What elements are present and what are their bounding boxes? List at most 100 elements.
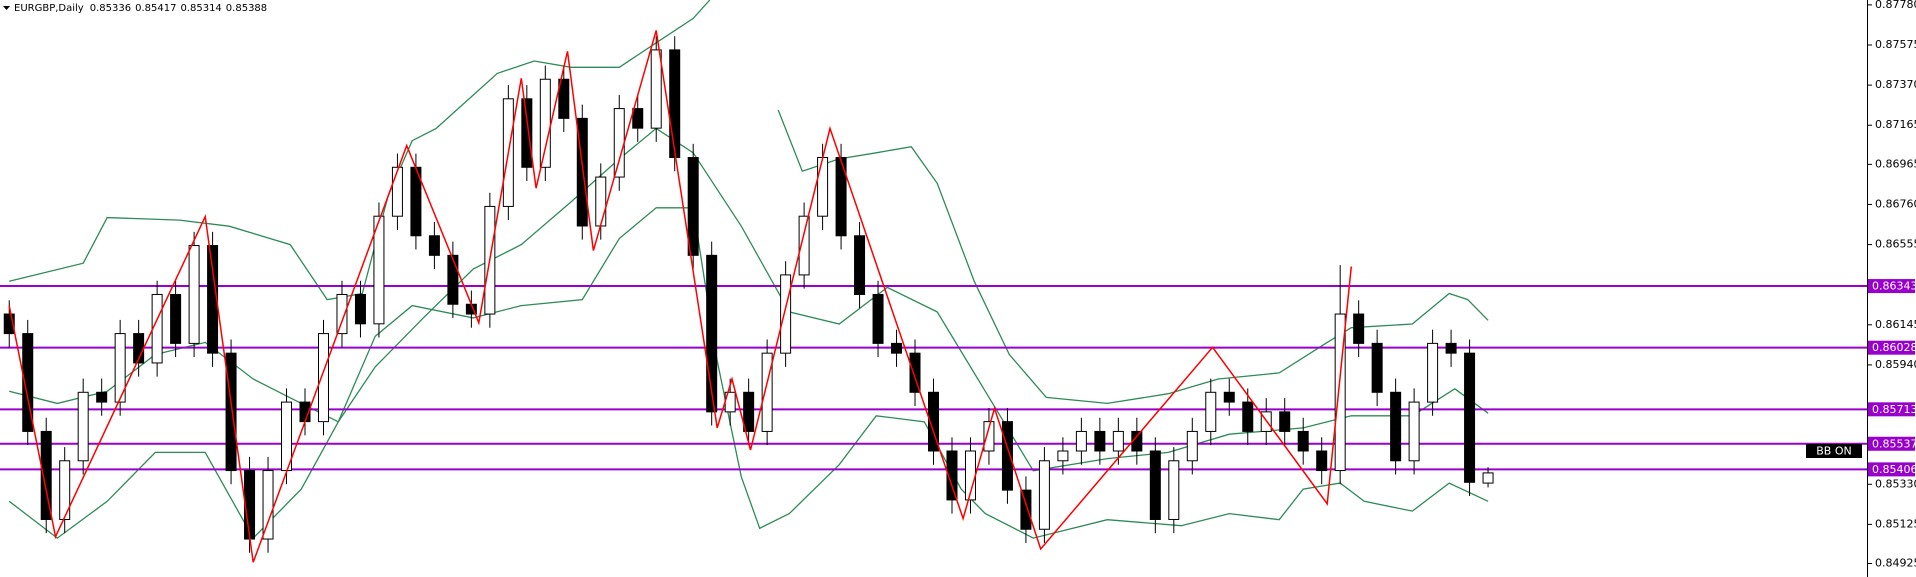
candle-body (1186, 430, 1198, 462)
candle-body (244, 470, 256, 540)
level-label: 0.85406 (1872, 463, 1916, 476)
candle-body (170, 293, 182, 344)
candle-body (1316, 450, 1328, 472)
candle-body (3, 313, 15, 335)
level-label: 0.86343 (1872, 280, 1916, 293)
candle-body (1482, 472, 1494, 484)
candle-body (1149, 450, 1161, 520)
candle-body (1464, 352, 1476, 483)
candle-body (1168, 460, 1180, 520)
y-tick-label: 0.87780 (1875, 0, 1916, 11)
candle-body (576, 117, 588, 227)
header-open: 0.85336 (90, 3, 131, 14)
candle-body (1371, 342, 1383, 393)
candle-body (1112, 430, 1124, 452)
candle-body (428, 235, 440, 256)
y-tick-label: 0.87165 (1875, 118, 1916, 131)
y-tick-label: 0.86965 (1875, 157, 1916, 170)
candle-body (336, 293, 348, 335)
candle-body (151, 293, 163, 364)
candle-body (1353, 313, 1365, 344)
symbol-menu-arrow[interactable] (3, 6, 10, 10)
candle-body (1390, 391, 1402, 462)
candle-body (687, 157, 699, 256)
candle-body (891, 342, 903, 354)
bb-badge: BB ON (1816, 445, 1851, 458)
candle-body (835, 157, 847, 237)
candle-body (1297, 430, 1309, 452)
candle-body (391, 166, 403, 217)
candle-body (77, 391, 89, 462)
candle-body (1075, 430, 1087, 452)
candle-body (1427, 342, 1439, 403)
y-tick-label: 0.84925 (1875, 556, 1916, 569)
y-tick-label: 0.85330 (1875, 477, 1916, 490)
candle-body (854, 235, 866, 295)
candle-body (1445, 342, 1457, 354)
candle-body (1057, 450, 1069, 462)
candle-body (743, 391, 755, 432)
symbol-header: EURGBP,Daily 0.85336 0.85417 0.85314 0.85388 (14, 3, 267, 14)
candle-body (761, 352, 773, 432)
y-tick-label: 0.85125 (1875, 517, 1916, 530)
bb-badge-bg (1806, 444, 1862, 458)
level-label: 0.86028 (1872, 341, 1916, 354)
candle-body (1001, 421, 1013, 491)
header-close: 0.85388 (226, 3, 267, 14)
candle-body (650, 49, 662, 129)
candle-body (669, 49, 681, 159)
candle-body (1038, 460, 1050, 530)
candle-body (798, 215, 810, 276)
candle-body (1408, 401, 1420, 462)
candle-body (595, 176, 607, 227)
y-tick-label: 0.85940 (1875, 358, 1916, 371)
candle-body (96, 391, 108, 403)
zigzag (8, 30, 1353, 563)
candle-body (1020, 489, 1032, 530)
candle-body (1094, 430, 1106, 452)
candle-body (632, 108, 644, 129)
candle-body (928, 391, 939, 452)
candle-body (521, 98, 533, 168)
candle-body (447, 254, 459, 305)
candle-body (22, 333, 34, 432)
bollinger-band (8, 207, 1489, 540)
candle-body (1334, 313, 1346, 472)
candle-body (613, 108, 625, 178)
candle-body (317, 333, 329, 423)
candle-body (817, 157, 829, 217)
candle-body (909, 352, 921, 393)
y-tick-label: 0.86555 (1875, 238, 1916, 251)
level-label-bg (1868, 462, 1915, 477)
candle-body (114, 333, 126, 403)
candle-body (946, 450, 958, 501)
candle-body (983, 421, 995, 452)
symbol-title: EURGBP,Daily (14, 3, 84, 14)
candle-body (706, 254, 718, 413)
candle-body (207, 245, 219, 354)
candle-body (872, 293, 884, 344)
level-label: 0.85537 (1872, 437, 1916, 450)
candle-body (539, 78, 551, 168)
y-tick-label: 0.87575 (1875, 38, 1916, 51)
candle-body (354, 293, 366, 325)
candle-body (780, 274, 792, 354)
candle-body (188, 245, 200, 344)
y-tick-label: 0.86145 (1875, 318, 1916, 331)
candle-body (1223, 391, 1235, 403)
candle-body (59, 460, 71, 520)
candle-body (373, 215, 385, 325)
level-label: 0.85713 (1872, 403, 1916, 416)
plot-area (0, 0, 1867, 563)
y-tick-label: 0.87370 (1875, 78, 1916, 91)
level-label-bg (1868, 340, 1915, 355)
header-low: 0.85314 (180, 3, 221, 14)
candle-body (1279, 411, 1291, 432)
candle-body (558, 78, 570, 119)
candle-body (40, 430, 52, 520)
candle-body (1205, 391, 1217, 432)
candle-body (225, 352, 237, 472)
candle-body (262, 470, 274, 540)
